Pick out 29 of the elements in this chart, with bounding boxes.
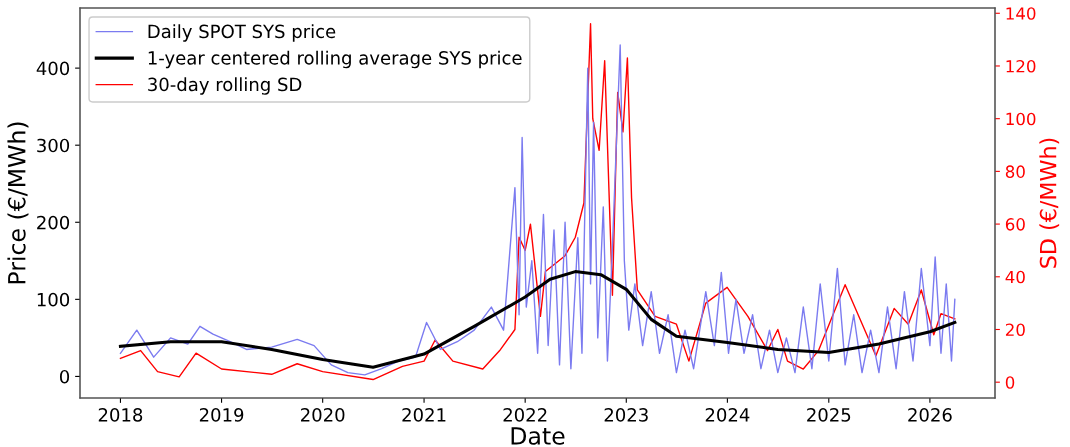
y2-tick-label: 140 [1006, 7, 1036, 20]
y2-tick-label: 60 [1005, 218, 1025, 231]
y-tick-label: 300 [37, 138, 70, 153]
x-tick-label: 2022 [503, 408, 547, 422]
y-tick-label: 200 [37, 215, 70, 230]
x-tick-label: 2020 [301, 408, 345, 422]
legend-label: 1-year centered rolling average SYS price [148, 50, 522, 69]
y-tick-label: 100 [37, 292, 70, 307]
y2-axis-title: SD (€/MWh) [1039, 138, 1060, 268]
legend-label: Daily SPOT SYS price [148, 24, 336, 42]
x-tick-label: 2018 [98, 408, 143, 422]
y2-tick-label: 120 [1006, 59, 1036, 73]
x-tick-label: 2024 [705, 408, 750, 422]
x-tick-label: 2026 [908, 408, 952, 422]
legend-label: 30-day rolling SD [148, 77, 302, 95]
y2-tick-label: 80 [1005, 165, 1025, 178]
x-tick-label: 2023 [604, 408, 648, 422]
y2-tick-label: 100 [1006, 112, 1036, 126]
line-series [118, 270, 957, 369]
x-tick-label: 2025 [807, 408, 851, 422]
y2-tick-label: 20 [1005, 323, 1025, 337]
y-tick-label: 0 [59, 369, 70, 384]
x-tick-label: 2021 [402, 408, 446, 422]
y2-tick-label: 40 [1005, 270, 1025, 284]
y2-tick-label: 0 [1005, 376, 1015, 389]
x-axis-title: Date [511, 427, 565, 445]
y-axis-title: Price (€/MWh) [7, 122, 29, 284]
x-tick-label: 2019 [199, 408, 244, 422]
y-tick-label: 400 [36, 61, 70, 76]
